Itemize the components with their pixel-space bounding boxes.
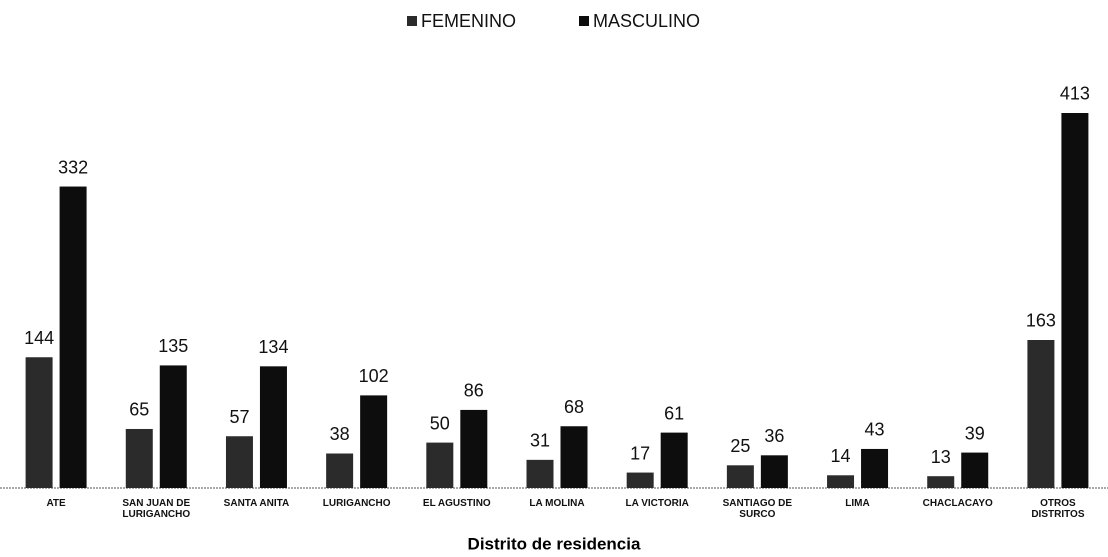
bar [1061, 112, 1089, 488]
value-label: 38 [330, 424, 350, 444]
x-tick-label: SAN JUAN DE LURIGANCHO [122, 498, 191, 520]
bar [626, 472, 654, 488]
bar [326, 453, 354, 488]
legend-swatch [579, 16, 589, 26]
bar [59, 186, 87, 488]
bar [159, 365, 187, 488]
bar [225, 436, 253, 488]
bar [526, 459, 554, 488]
value-label: 13 [931, 447, 951, 467]
legend-label: MASCULINO [593, 11, 700, 31]
value-label: 61 [664, 403, 684, 423]
bar [560, 426, 588, 488]
bar [760, 455, 788, 488]
x-tick-label: ATE [46, 498, 66, 509]
bar [460, 409, 488, 488]
value-label: 68 [564, 397, 584, 417]
value-label: 31 [530, 431, 550, 451]
value-label: 39 [965, 423, 985, 443]
x-axis-label: Distrito de residencia [468, 534, 641, 553]
value-label: 135 [158, 336, 188, 356]
x-tick-label: SANTA ANITA [223, 498, 290, 509]
value-label: 14 [831, 446, 851, 466]
bar [426, 442, 454, 488]
value-label: 86 [464, 381, 484, 401]
x-tick-label: LIMA [845, 498, 870, 509]
legend-swatch [407, 16, 417, 26]
value-label: 413 [1060, 84, 1090, 104]
bar [1027, 339, 1055, 488]
value-label: 134 [258, 337, 288, 357]
value-label: 17 [630, 443, 650, 463]
x-tick-label: EL AGUSTINO [422, 498, 491, 509]
bar [259, 366, 287, 488]
value-label: 102 [359, 366, 389, 386]
bar [726, 465, 754, 488]
value-label: 36 [764, 426, 784, 446]
bar [827, 475, 855, 488]
legend-label: FEMENINO [421, 11, 516, 31]
value-label: 65 [129, 400, 149, 420]
bar [961, 452, 989, 488]
x-tick-label: LA VICTORIA [625, 498, 689, 509]
value-label: 144 [24, 328, 54, 348]
x-tick-label: LA MOLINA [529, 498, 585, 509]
value-label: 332 [58, 157, 88, 177]
bar [360, 395, 388, 488]
value-label: 25 [730, 436, 750, 456]
x-tick-label: SANTIAGO DE SURCO [722, 498, 793, 520]
bar [861, 448, 889, 488]
x-tick-label: CHACLACAYO [922, 498, 993, 509]
value-label: 163 [1026, 311, 1056, 331]
bar [660, 432, 688, 488]
value-label: 57 [229, 407, 249, 427]
x-tick-label: LURIGANCHO [322, 498, 391, 509]
bar [927, 476, 955, 488]
value-label: 50 [430, 413, 450, 433]
value-label: 43 [865, 420, 885, 440]
x-tick-label: OTROS DISTRITOS [1031, 498, 1085, 520]
bar [25, 357, 53, 488]
bar [125, 428, 153, 488]
